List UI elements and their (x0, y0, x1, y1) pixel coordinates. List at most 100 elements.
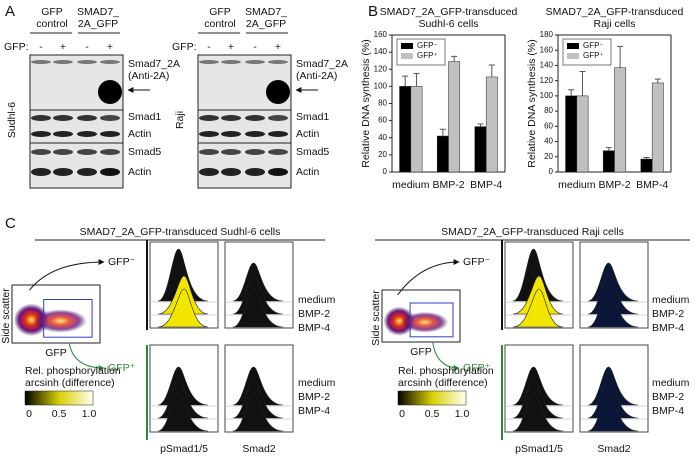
band (221, 131, 241, 137)
error-bar (451, 55, 458, 62)
gfp-state: - (39, 41, 43, 53)
band (268, 131, 288, 137)
legend-swatch (401, 53, 413, 59)
y-tick-label: 20 (378, 150, 387, 159)
band-label: (Anti-2A) (296, 70, 337, 82)
colorbar-tick: 0 (26, 408, 32, 420)
colorbar-label: arcsinh (difference) (25, 377, 115, 389)
bar (436, 135, 449, 173)
gfp-state: - (253, 41, 257, 53)
x-axis-label: GFP (45, 347, 67, 359)
band (245, 115, 265, 121)
section-title: SMAD7_2A_GFP-transduced Raji cells (441, 226, 624, 238)
bar (651, 82, 664, 173)
band-label: Smad1 (128, 111, 161, 123)
x-tick-label: BMP-4 (470, 179, 502, 191)
error-bar (488, 64, 495, 77)
band-label: Smad5 (296, 146, 329, 158)
band (31, 60, 51, 64)
condition-label: medium (298, 294, 336, 306)
band (31, 131, 51, 137)
band (266, 80, 290, 104)
legend-label: GFP⁺ (583, 51, 604, 60)
gate-arrow (432, 341, 460, 371)
condition-label: BMP-2 (652, 391, 684, 403)
lane-header: 2A_GFP (246, 18, 286, 30)
error-bar (617, 45, 624, 68)
x-tick-label: medium (558, 179, 596, 191)
histogram (587, 262, 639, 302)
gate-label: GFP⁺ (463, 362, 490, 374)
histogram (587, 379, 639, 419)
marker-label: Smad2 (242, 443, 275, 455)
band-label: Actin (296, 166, 320, 178)
error-bar (402, 75, 409, 87)
cell-line: Raji (174, 111, 186, 129)
y-tick-label: 140 (374, 47, 388, 56)
band-label: Smad7_2A (128, 58, 180, 70)
y-tick-label: 80 (544, 106, 553, 115)
colorbar-tick: 1.0 (455, 408, 470, 420)
band-label: Smad7_2A (296, 58, 348, 70)
band (77, 131, 97, 137)
band (268, 115, 288, 121)
y-tick-label: 40 (544, 137, 553, 146)
blot (29, 109, 124, 144)
histogram (512, 248, 564, 302)
y-tick-label: 0 (383, 167, 388, 176)
bar (565, 95, 578, 173)
condition-label: BMP-4 (298, 322, 330, 334)
bar (640, 158, 653, 173)
band (53, 131, 73, 137)
gate-label: GFP⁻ (463, 256, 490, 268)
histogram (232, 379, 284, 419)
x-tick-label: medium (392, 179, 430, 191)
error-bar (439, 128, 446, 137)
colorbar-tick: 0.5 (425, 408, 440, 420)
bar (448, 61, 461, 173)
legend-label: GFP⁻ (583, 41, 604, 50)
gate-arrow (397, 259, 460, 296)
y-tick-label: 160 (540, 45, 554, 54)
band (268, 149, 288, 155)
histogram (512, 379, 564, 419)
panel-label: A (5, 3, 15, 20)
gate-arrow (68, 342, 105, 371)
lane-header: 2A_GFP (78, 18, 118, 30)
band (199, 60, 219, 64)
band (100, 131, 120, 137)
histogram (587, 288, 639, 328)
x-axis-label: GFP (410, 346, 432, 358)
y-tick-label: 60 (378, 116, 387, 125)
y-tick-label: 180 (540, 30, 554, 39)
band (53, 115, 73, 121)
histogram (157, 379, 209, 419)
colorbar (397, 390, 467, 406)
lane-header: GFP (41, 6, 63, 18)
bar (410, 86, 423, 173)
gfp-state: + (275, 41, 281, 53)
band (100, 149, 120, 155)
chart-subtitle: Sudhl-6 cells (418, 18, 478, 30)
gate-label: GFP⁻ (108, 256, 135, 268)
colorbar-tick: 1.0 (82, 408, 97, 420)
lane-header: control (36, 18, 68, 30)
y-tick-label: 60 (544, 121, 553, 130)
legend-swatch (567, 43, 579, 49)
bar (602, 150, 615, 173)
band (245, 149, 265, 155)
y-axis-label: Side scatter (0, 288, 12, 344)
cell-line: Sudhl-6 (6, 102, 18, 138)
gfp-state: + (228, 41, 234, 53)
band (221, 149, 241, 155)
y-axis-label: Relative DNA synthesis (%) (526, 39, 538, 167)
x-tick-label: BMP-2 (432, 179, 464, 191)
bar (614, 67, 627, 173)
chart-subtitle: Raji cells (593, 18, 635, 30)
x-tick-label: BMP-4 (636, 179, 668, 191)
band-label: Smad1 (296, 111, 329, 123)
band (268, 60, 288, 64)
condition-label: BMP-2 (298, 308, 330, 320)
band (221, 168, 241, 176)
colorbar-label: Rel. phosphorylation (25, 365, 121, 377)
